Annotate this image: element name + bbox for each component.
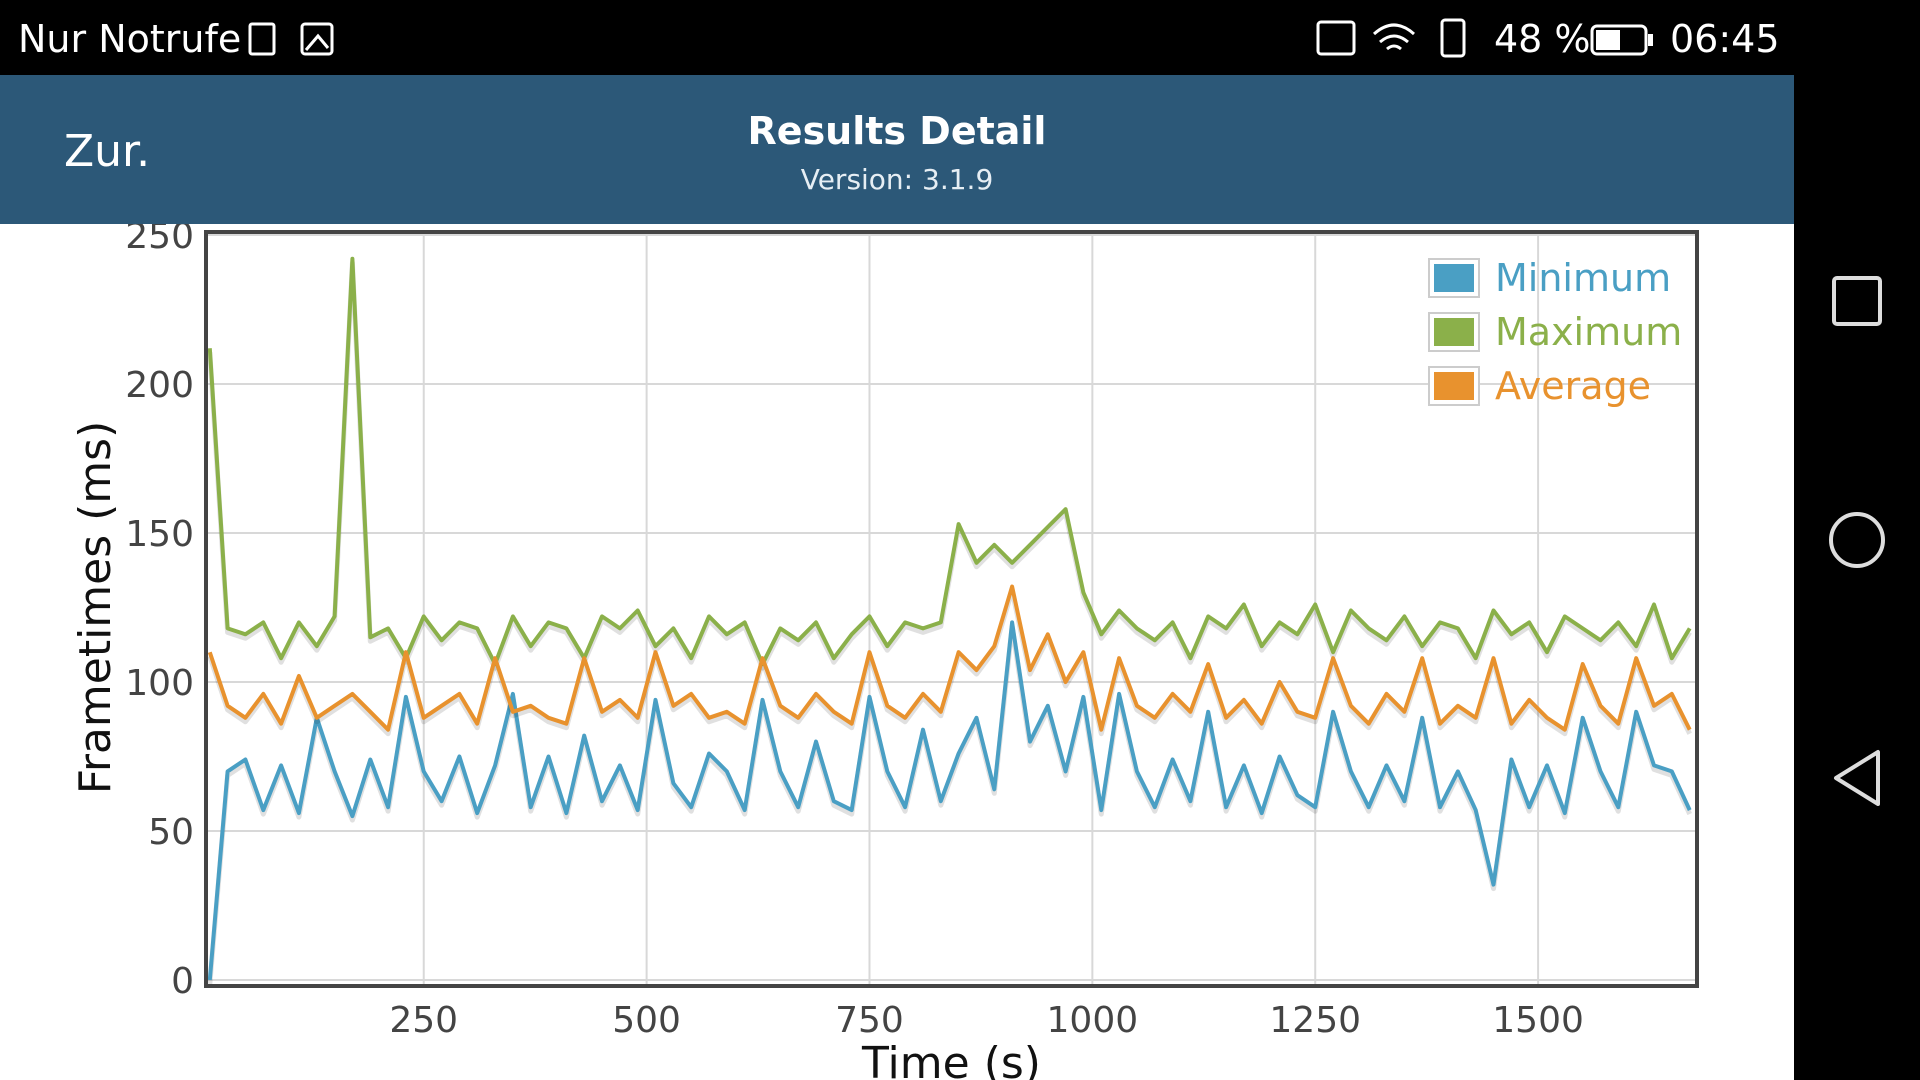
y-tick-label: 150 xyxy=(125,514,194,555)
nav-bar xyxy=(1794,0,1920,1080)
y-tick-label: 200 xyxy=(125,365,194,406)
plot-frame xyxy=(204,230,1699,988)
home-button[interactable] xyxy=(1829,512,1885,568)
header-title: Results Detail xyxy=(748,109,1047,153)
x-tick-label: 1250 xyxy=(1269,1000,1361,1041)
status-bar xyxy=(0,0,1794,75)
x-tick-label: 500 xyxy=(612,1000,681,1041)
x-tick-label: 750 xyxy=(835,1000,904,1041)
x-tick-label: 250 xyxy=(389,1000,458,1041)
y-tick-label: 50 xyxy=(148,812,194,853)
y-tick-label: 100 xyxy=(125,663,194,704)
legend-swatch xyxy=(1434,318,1474,346)
y-tick-label: 0 xyxy=(171,961,194,1002)
x-tick-label: 1500 xyxy=(1492,1000,1584,1041)
legend-label: Maximum xyxy=(1495,310,1682,354)
recents-button[interactable] xyxy=(1832,276,1882,326)
legend-label: Minimum xyxy=(1495,256,1671,300)
y-axis-label: Frametimes (ms) xyxy=(70,421,121,795)
carrier-text: Nur Notrufe xyxy=(18,17,241,61)
status-icons xyxy=(248,18,1653,58)
back-nav-button[interactable] xyxy=(1834,750,1880,806)
x-tick-label: 1000 xyxy=(1047,1000,1139,1041)
legend-label: Average xyxy=(1495,364,1651,408)
legend-swatch xyxy=(1434,372,1474,400)
series-line xyxy=(207,620,1692,981)
series-line xyxy=(207,256,1692,667)
legend-swatch xyxy=(1434,264,1474,292)
header-subtitle: Version: 3.1.9 xyxy=(801,163,994,196)
back-button[interactable]: Zur. xyxy=(64,126,150,177)
series-line xyxy=(207,584,1692,732)
battery-text: 48 % xyxy=(1494,17,1591,61)
app-header xyxy=(0,75,1794,224)
clock-text: 06:45 xyxy=(1670,17,1780,61)
x-axis-label: Time (s) xyxy=(861,1038,1041,1080)
